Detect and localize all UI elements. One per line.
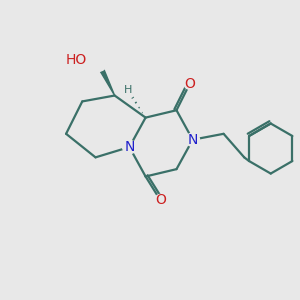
Text: O: O (184, 77, 195, 91)
Circle shape (123, 140, 136, 154)
Polygon shape (96, 62, 115, 95)
Circle shape (155, 194, 166, 206)
Text: HO: HO (66, 53, 87, 67)
Text: H: H (124, 85, 132, 95)
Circle shape (90, 55, 107, 71)
Circle shape (184, 78, 195, 89)
Circle shape (186, 133, 200, 146)
Circle shape (124, 88, 134, 98)
Text: O: O (155, 193, 166, 207)
Text: N: N (124, 140, 135, 154)
Text: N: N (188, 133, 198, 147)
